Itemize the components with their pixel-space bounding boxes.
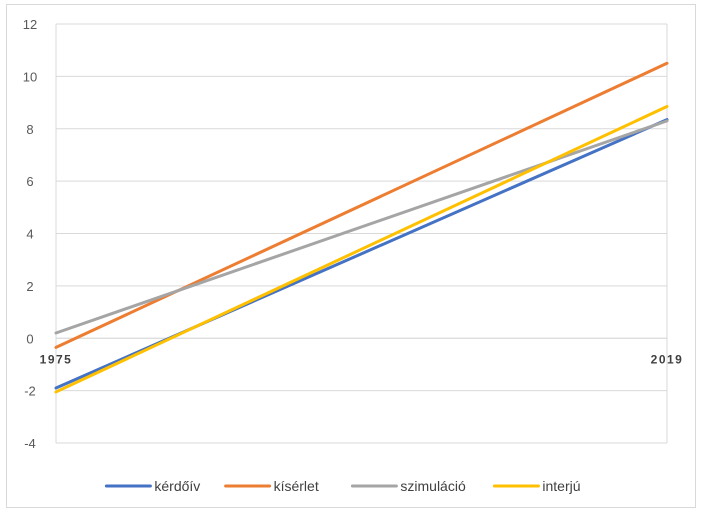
y-tick-label: -4 — [24, 436, 36, 451]
legend-label: kérdőív — [154, 478, 200, 494]
gridlines — [55, 23, 668, 444]
series-line — [54, 119, 669, 335]
legend-label: kísérlet — [274, 478, 319, 494]
series-line — [54, 61, 669, 349]
legend-label: interjú — [542, 478, 580, 494]
x-tick-label: 2019 — [651, 352, 684, 366]
y-tick-label: -2 — [24, 384, 36, 399]
y-tick-label: 4 — [26, 227, 33, 242]
legend-item: szimuláció — [350, 478, 466, 494]
chart-frame — [6, 4, 696, 508]
y-tick-label: 12 — [23, 17, 37, 32]
y-tick-label: 8 — [26, 122, 33, 137]
legend-label: szimuláció — [400, 478, 466, 494]
series-line — [54, 104, 669, 394]
legend: kérdőív kísérlet szimuláció interjú — [104, 478, 581, 494]
y-tick-label: 2 — [26, 279, 33, 294]
x-tick-label: 1975 — [40, 352, 73, 366]
y-tick-label: 6 — [26, 174, 33, 189]
y-tick-label: 0 — [26, 331, 33, 346]
legend-item: kísérlet — [224, 478, 319, 494]
y-tick-label: 10 — [23, 69, 37, 84]
legend-item: interjú — [492, 478, 581, 494]
axis-labels: -4 -2 0 2 4 6 8 10 12 1975 2019 — [23, 17, 684, 451]
series-lines — [54, 61, 669, 394]
legend-item: kérdőív — [104, 478, 200, 494]
